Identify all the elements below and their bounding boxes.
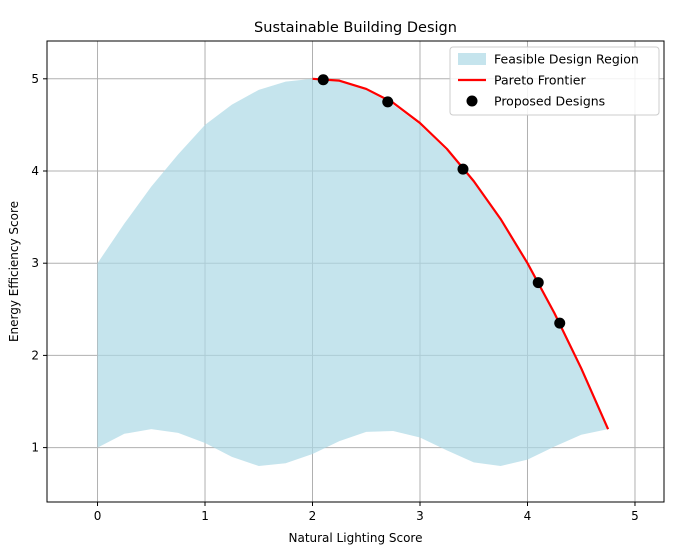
plot-frame xyxy=(46,40,665,503)
y-tick-label: 5 xyxy=(31,72,39,86)
chart-title: Sustainable Building Design xyxy=(254,20,457,36)
feasible-region-layer xyxy=(97,78,609,467)
legend-label-designs: Proposed Designs xyxy=(494,94,605,109)
legend: Feasible Design Region Pareto Frontier Pro… xyxy=(449,46,660,116)
x-tick-label: 3 xyxy=(416,509,424,523)
x-tick-label: 4 xyxy=(524,509,532,523)
x-tick-label: 0 xyxy=(94,509,102,523)
legend-swatch-designs xyxy=(466,95,478,107)
legend-label-feasible: Feasible Design Region xyxy=(494,52,639,67)
proposed-design-point xyxy=(317,74,329,86)
proposed-designs-layer xyxy=(317,74,566,329)
y-axis-label: Energy Efficiency Score xyxy=(7,201,21,342)
y-tick-label: 4 xyxy=(31,164,39,178)
proposed-design-point xyxy=(457,163,469,175)
feasible-design-region xyxy=(97,78,609,467)
y-tick-label: 3 xyxy=(31,256,39,270)
proposed-design-point xyxy=(382,96,394,108)
x-axis-label: Natural Lighting Score xyxy=(288,531,422,545)
legend-box xyxy=(449,46,660,116)
y-tick-label: 1 xyxy=(31,441,39,455)
y-tick-label: 2 xyxy=(31,348,39,362)
x-tick-label: 2 xyxy=(309,509,317,523)
proposed-design-point xyxy=(532,277,544,289)
proposed-design-point xyxy=(554,317,566,329)
x-tick-label: 1 xyxy=(201,509,209,523)
ticks: 0 1 2 3 4 5 1 2 3 4 5 xyxy=(31,72,638,523)
legend-label-pareto: Pareto Frontier xyxy=(494,73,586,88)
legend-swatch-feasible xyxy=(458,53,486,65)
x-tick-label: 5 xyxy=(631,509,639,523)
